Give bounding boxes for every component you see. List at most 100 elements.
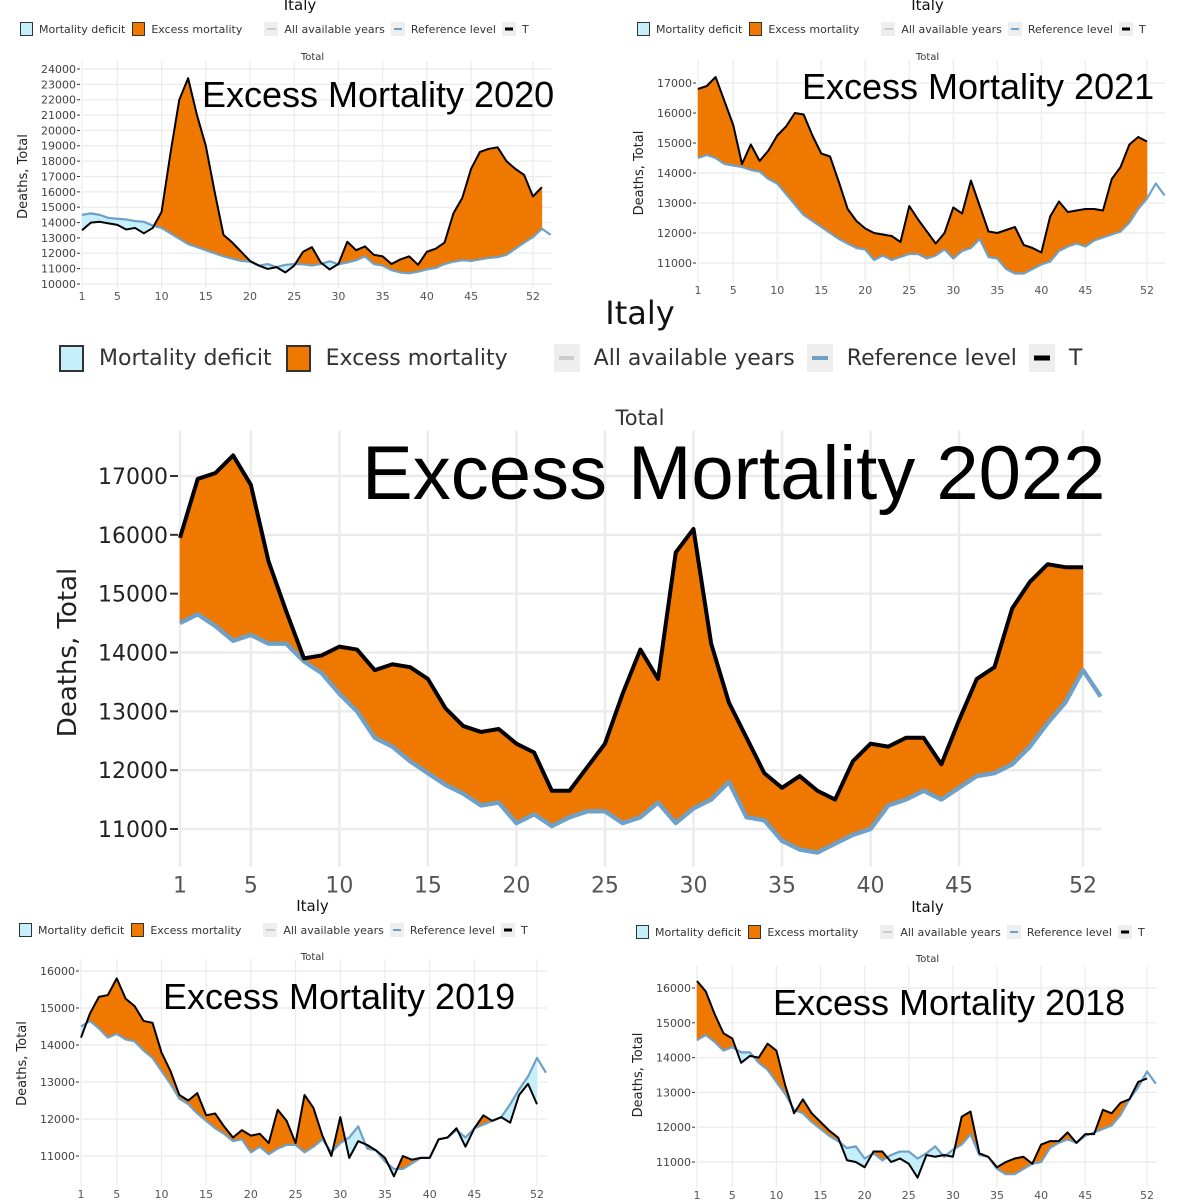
x-tick-label: 25: [287, 290, 301, 300]
chart-legend: Mortality deficit Excess mortality All a…: [19, 922, 528, 938]
legend-swatch-excess: [131, 923, 145, 937]
x-tick-label: 25: [902, 1189, 916, 1200]
y-tick-label: 17000: [41, 170, 76, 183]
legend-label-reference: Reference level: [410, 22, 496, 36]
legend-label-reference: Reference level: [846, 345, 1017, 371]
legend-label-all-years: All available years: [900, 925, 1001, 939]
excess-area: [785, 111, 796, 206]
legend-label-all-years: All available years: [901, 22, 1002, 36]
y-tick-label: 15000: [41, 201, 76, 214]
y-tick-label: 12000: [41, 247, 76, 260]
total-deaths-line: [178, 453, 1083, 802]
x-tick-label: 10: [155, 290, 169, 300]
legend-label-deficit: Mortality deficit: [655, 925, 742, 939]
x-tick-label: 15: [814, 1189, 828, 1200]
x-tick-label: 25: [902, 284, 916, 297]
x-tick-label: 52: [1140, 284, 1154, 297]
y-tick-label: 16000: [657, 107, 692, 120]
chart-overlay-title: Excess Mortality 2020: [202, 74, 555, 115]
legend-key-total: [500, 923, 515, 937]
reference-level-line: [81, 212, 552, 275]
chart-overlay-title: Excess Mortality 2021: [802, 66, 1155, 107]
total-deaths-line: [81, 77, 543, 274]
area-fills: [697, 76, 1148, 274]
legend-label-reference: Reference level: [1027, 22, 1113, 36]
x-tick-label: 25: [591, 873, 619, 898]
chart-country-title: Italy: [911, 0, 944, 14]
legend-key-reference: [389, 923, 404, 937]
y-tick-label: 14000: [41, 217, 76, 230]
y-axis-label: Deaths, Total: [53, 568, 83, 737]
excess-area: [506, 160, 516, 256]
y-tick-label: 16000: [98, 524, 168, 549]
x-tick-label: 5: [244, 873, 258, 898]
legend-key-reference: [1006, 925, 1021, 939]
chart-legend: Mortality deficit Excess mortality All a…: [637, 21, 1146, 37]
x-tick-label: 30: [946, 284, 960, 297]
total-deaths-line: [80, 977, 538, 1178]
chart-overlay-title: Excess Mortality 2019: [163, 976, 516, 1017]
x-tick-label: 40: [1034, 284, 1048, 297]
y-tick-label: 15000: [657, 137, 692, 150]
y-tick-label: 15000: [98, 583, 168, 608]
legend-label-excess: Excess mortality: [325, 345, 508, 371]
reference-level-line: [697, 153, 1166, 275]
legend-swatch-deficit: [20, 22, 33, 36]
legend-label-all-years: All available years: [593, 345, 795, 371]
y-tick-label: 17000: [657, 77, 692, 90]
facet-label: Total: [915, 954, 940, 965]
reference-level-line: [80, 1019, 547, 1171]
legend-swatch-excess: [749, 22, 763, 36]
x-tick-label: 20: [858, 284, 872, 297]
excess-area: [480, 728, 500, 806]
y-tick-label: 12000: [98, 759, 168, 784]
excess-area: [479, 148, 490, 260]
legend-key-reference: [390, 22, 405, 36]
excess-area: [488, 146, 498, 259]
x-tick-label: 30: [333, 1188, 347, 1200]
panel-2018: Italy Mortality deficit Excess mortality…: [600, 898, 1200, 1200]
excess-area: [705, 991, 715, 1043]
x-tick-label: 5: [729, 1189, 736, 1200]
panel-2019: Italy Mortality deficit Excess mortality…: [0, 897, 600, 1200]
y-tick-label: 14000: [40, 1039, 75, 1052]
x-tick-label: 35: [990, 1189, 1004, 1200]
legend-swatch-deficit: [636, 925, 649, 939]
y-axis-label: Deaths, Total: [631, 1033, 646, 1118]
y-tick-label: 18000: [41, 155, 76, 168]
x-tick-label: 1: [694, 1189, 701, 1200]
excess-area: [515, 168, 525, 250]
legend-label-excess: Excess mortality: [768, 22, 860, 36]
y-tick-label: 14000: [656, 1052, 691, 1065]
x-tick-label: 52: [526, 290, 540, 300]
chart-legend: Mortality deficit Excess mortality All a…: [59, 343, 1082, 373]
chart-overlay-title: Excess Mortality 2022: [362, 431, 1106, 516]
y-tick-label: 11000: [40, 1150, 75, 1163]
y-tick-label: 13000: [41, 232, 76, 245]
y-tick-label: 13000: [98, 700, 168, 725]
excess-area: [706, 76, 716, 159]
x-tick-label: 30: [946, 1189, 960, 1200]
excess-area: [196, 114, 207, 251]
x-tick-label: 1: [78, 1188, 85, 1200]
y-tick-label: 15000: [40, 1002, 75, 1015]
legend-label-all-years: All available years: [283, 923, 384, 937]
legend-key-all-years: [263, 923, 278, 937]
excess-area: [304, 1093, 314, 1153]
x-tick-label: 15: [414, 873, 442, 898]
total-deaths-line: [697, 76, 1148, 254]
excess-area: [215, 454, 234, 642]
excess-area: [1111, 1102, 1121, 1127]
excess-area: [838, 181, 848, 244]
chart-legend: Mortality deficit Excess mortality All a…: [20, 21, 529, 37]
excess-area: [988, 231, 998, 259]
legend-swatch-deficit: [19, 923, 32, 937]
legend-swatch-excess: [285, 344, 311, 372]
legend-key-reference: [1007, 22, 1022, 36]
x-tick-label: 1: [695, 284, 702, 297]
excess-area: [187, 78, 198, 248]
chart-overlay-title: Excess Mortality 2018: [773, 982, 1126, 1023]
excess-area: [205, 145, 215, 254]
excess-area: [1076, 208, 1086, 247]
